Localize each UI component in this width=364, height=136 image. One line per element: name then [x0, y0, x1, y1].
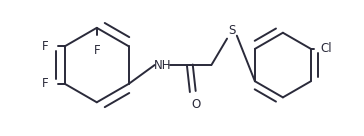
Text: F: F: [94, 44, 100, 57]
Text: S: S: [228, 24, 236, 37]
Text: NH: NH: [154, 59, 171, 72]
Text: O: O: [191, 98, 200, 111]
Text: F: F: [42, 77, 49, 90]
Text: Cl: Cl: [321, 42, 332, 55]
Text: F: F: [42, 40, 49, 53]
